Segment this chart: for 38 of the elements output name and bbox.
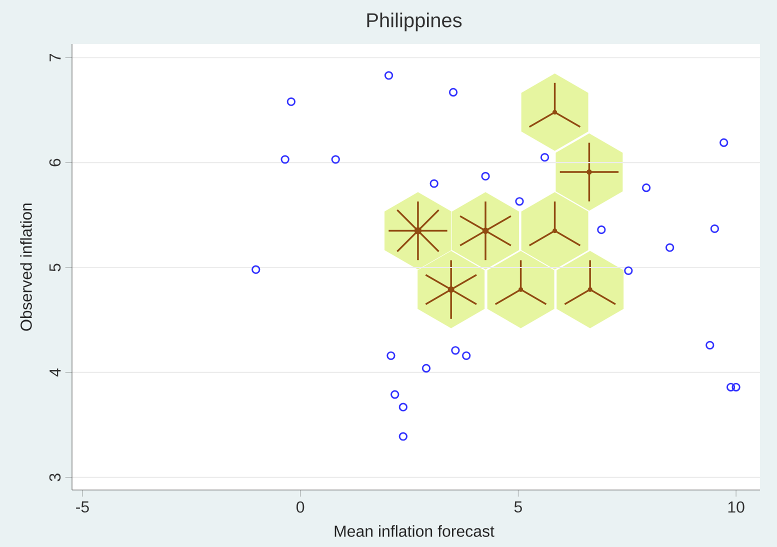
- point: [286, 97, 296, 106]
- point: [540, 152, 550, 162]
- y-tick-label: 3: [49, 474, 61, 482]
- x-tick-label: 5: [514, 501, 522, 513]
- y-tick-label: 4: [50, 368, 61, 377]
- point: [624, 266, 633, 276]
- point: [451, 346, 460, 355]
- point: [642, 183, 651, 192]
- point: [384, 71, 394, 80]
- point: [252, 265, 260, 274]
- point: [331, 155, 340, 164]
- y-tick-label: 6: [49, 158, 61, 166]
- y-axis-title: Observed inflation: [20, 204, 32, 331]
- point: [280, 155, 290, 164]
- point: [710, 224, 720, 234]
- point: [422, 364, 431, 373]
- point: [448, 88, 458, 97]
- point: [515, 197, 524, 206]
- point: [462, 351, 471, 360]
- point: [398, 402, 408, 412]
- x-tick-label: -5: [76, 501, 89, 513]
- point: [706, 340, 714, 350]
- point: [481, 172, 490, 181]
- y-tick-label: 7: [50, 54, 61, 62]
- x-tick-label: 0: [296, 501, 304, 513]
- point: [720, 138, 728, 147]
- point: [430, 179, 438, 188]
- point: [390, 390, 400, 399]
- point: [665, 243, 674, 252]
- point: [597, 225, 606, 234]
- x-axis-title: Mean inflation forecast: [334, 525, 494, 537]
- point: [726, 382, 736, 392]
- point: [386, 351, 396, 360]
- point: [732, 382, 740, 392]
- y-tick-label: 5: [49, 264, 61, 272]
- point: [398, 432, 408, 441]
- chart-title: Philippines: [367, 12, 462, 32]
- x-tick-label: 10: [728, 501, 744, 513]
